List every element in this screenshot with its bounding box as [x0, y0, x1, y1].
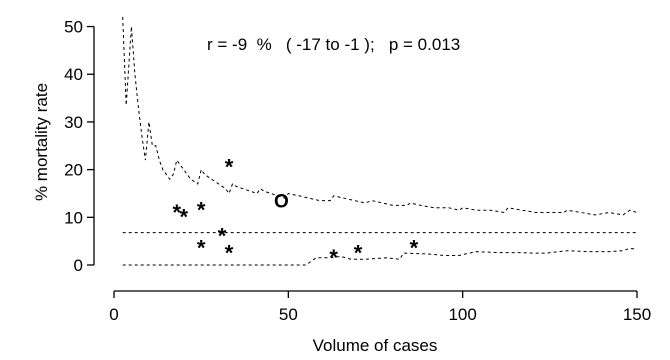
data-point-star: *: [197, 197, 206, 222]
x-tick-label: 150: [623, 305, 651, 324]
y-axis-title: % mortality rate: [32, 83, 51, 201]
lower-control-limit: [122, 247, 638, 266]
data-points: *** *** * * * *O: [172, 154, 418, 270]
y-tick-label: 10: [64, 208, 83, 227]
y-tick-label: 40: [64, 65, 83, 84]
data-point-star: *: [179, 205, 188, 230]
data-point-star: *: [410, 236, 419, 261]
y-tick-label: 30: [64, 113, 83, 132]
axes: 0 10 20 30 40 50 0 50 100 150: [64, 18, 651, 324]
y-tick-label: 20: [64, 161, 83, 180]
data-point-star: *: [329, 245, 338, 270]
data-point-star: *: [172, 200, 181, 225]
x-axis-title: Volume of cases: [313, 336, 438, 355]
x-axis-ticks: 0 50 100 150: [109, 291, 651, 324]
y-tick-label: 0: [74, 256, 83, 275]
data-point-star: *: [354, 240, 363, 265]
y-tick-label: 50: [64, 18, 83, 37]
data-point-circle: O: [274, 192, 289, 213]
y-axis-ticks: 0 10 20 30 40 50: [64, 18, 94, 275]
x-tick-label: 0: [109, 305, 118, 324]
data-point-star: *: [197, 236, 206, 261]
correlation-annotation: r = -9 % ( -17 to -1 ); p = 0.013: [207, 35, 460, 54]
x-tick-label: 100: [448, 305, 476, 324]
data-point-star: *: [225, 240, 234, 265]
data-point-star: *: [218, 224, 227, 249]
x-tick-label: 50: [279, 305, 298, 324]
control-limits: [122, 16, 638, 266]
data-point-star: *: [225, 154, 234, 179]
